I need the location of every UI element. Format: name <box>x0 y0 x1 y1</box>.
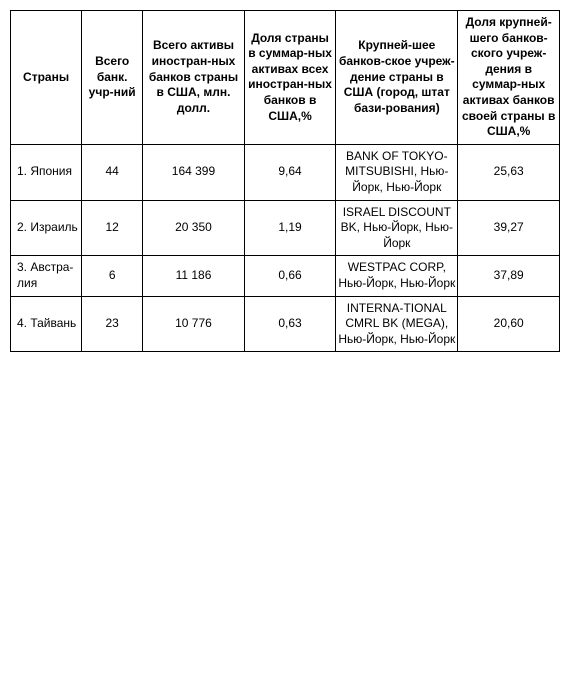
cell-largest: WESTPAC CORP, Нью-Йорк, Нью-Йорк <box>336 256 458 296</box>
table-body: 1. Япония 44 164 399 9,64 BANK OF TOKYO-… <box>11 144 560 352</box>
cell-count: 12 <box>82 200 143 256</box>
col-header-largest-share: Доля крупней-шего банков-ского учреж-ден… <box>458 11 560 145</box>
cell-largest: INTERNA-TIONAL CMRL BK (MEGA), Нью-Йорк,… <box>336 296 458 352</box>
cell-assets: 10 776 <box>143 296 245 352</box>
cell-assets: 164 399 <box>143 144 245 200</box>
cell-share: 0,63 <box>244 296 336 352</box>
col-header-count: Всего банк. учр-ний <box>82 11 143 145</box>
cell-country: 2. Израиль <box>11 200 82 256</box>
table-header-row: Страны Всего банк. учр-ний Всего активы … <box>11 11 560 145</box>
cell-share: 0,66 <box>244 256 336 296</box>
col-header-largest: Крупней-шее банков-ское учреж-дение стра… <box>336 11 458 145</box>
cell-share: 9,64 <box>244 144 336 200</box>
cell-largest-share: 25,63 <box>458 144 560 200</box>
cell-largest-share: 20,60 <box>458 296 560 352</box>
cell-largest: ISRAEL DISCOUNT BK, Нью-Йорк, Нью-Йорк <box>336 200 458 256</box>
table-row: 4. Тайвань 23 10 776 0,63 INTERNA-TIONAL… <box>11 296 560 352</box>
cell-largest-share: 37,89 <box>458 256 560 296</box>
cell-count: 23 <box>82 296 143 352</box>
cell-count: 44 <box>82 144 143 200</box>
table-row: 1. Япония 44 164 399 9,64 BANK OF TOKYO-… <box>11 144 560 200</box>
col-header-share: Доля страны в суммар-ных активах всех ин… <box>244 11 336 145</box>
col-header-country: Страны <box>11 11 82 145</box>
cell-country: 3. Австра-лия <box>11 256 82 296</box>
cell-assets: 20 350 <box>143 200 245 256</box>
cell-country: 1. Япония <box>11 144 82 200</box>
col-header-assets: Всего активы иностран-ных банков страны … <box>143 11 245 145</box>
cell-share: 1,19 <box>244 200 336 256</box>
cell-largest: BANK OF TOKYO-MITSUBISHI, Нью-Йорк, Нью-… <box>336 144 458 200</box>
foreign-banks-table: Страны Всего банк. учр-ний Всего активы … <box>10 10 560 352</box>
table-row: 3. Австра-лия 6 11 186 0,66 WESTPAC CORP… <box>11 256 560 296</box>
cell-assets: 11 186 <box>143 256 245 296</box>
cell-largest-share: 39,27 <box>458 200 560 256</box>
cell-count: 6 <box>82 256 143 296</box>
table-row: 2. Израиль 12 20 350 1,19 ISRAEL DISCOUN… <box>11 200 560 256</box>
cell-country: 4. Тайвань <box>11 296 82 352</box>
